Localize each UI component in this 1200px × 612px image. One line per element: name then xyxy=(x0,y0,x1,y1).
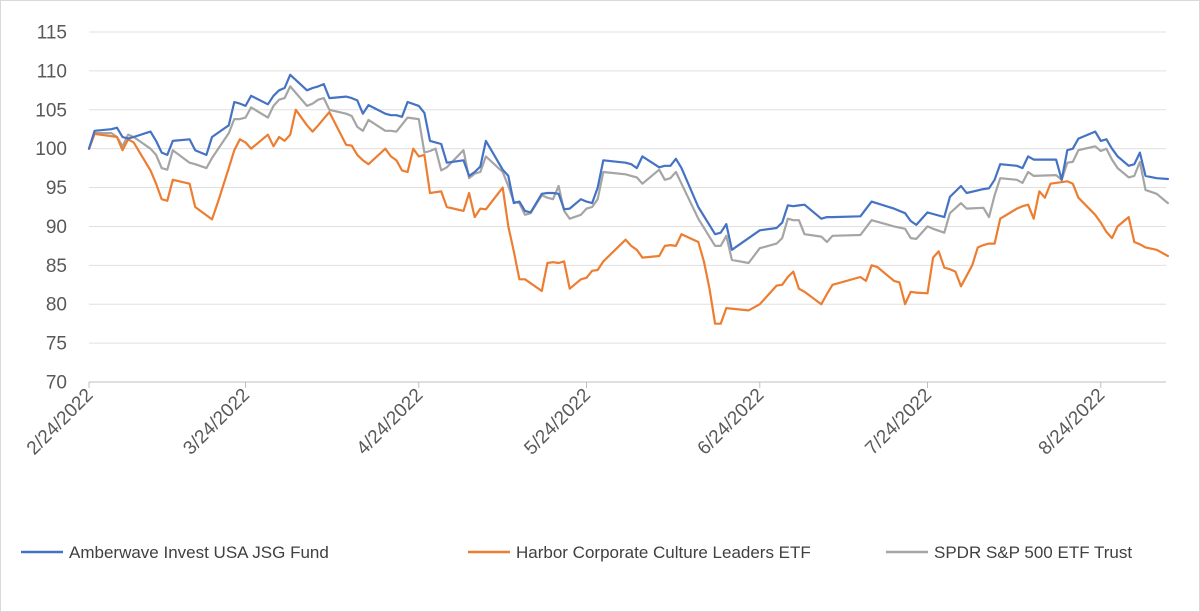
y-tick-label: 95 xyxy=(46,178,67,199)
y-tick-label: 85 xyxy=(46,256,67,277)
y-tick-label: 75 xyxy=(46,334,67,355)
x-tick-label: 3/24/2022 xyxy=(179,385,254,460)
series-line-3 xyxy=(87,85,1170,265)
legend-label: Harbor Corporate Culture Leaders ETF xyxy=(516,543,811,562)
legend: Amberwave Invest USA JSG Fund Harbor Corp… xyxy=(21,543,1132,562)
legend-label: Amberwave Invest USA JSG Fund xyxy=(69,543,329,562)
x-axis xyxy=(88,381,1166,388)
y-tick-label: 80 xyxy=(46,295,67,316)
x-tick-label: 5/24/2022 xyxy=(520,385,595,460)
x-tick-label: 6/24/2022 xyxy=(694,385,769,460)
x-tick-label: 8/24/2022 xyxy=(1035,385,1110,460)
x-tick-label: 4/24/2022 xyxy=(353,385,428,460)
gridlines xyxy=(89,31,1166,344)
plot-series xyxy=(87,73,1170,325)
x-tick-label: 2/24/2022 xyxy=(23,385,98,460)
series-line-1 xyxy=(87,73,1170,251)
x-tick-label: 7/24/2022 xyxy=(861,385,936,460)
legend-label: SPDR S&P 500 ETF Trust xyxy=(934,543,1132,562)
y-tick-label: 115 xyxy=(37,23,67,44)
y-tick-label: 90 xyxy=(46,217,67,238)
y-axis-tick-labels: 70 75 80 85 90 95 100 105 110 115 xyxy=(35,23,67,394)
y-tick-label: 110 xyxy=(37,61,67,82)
series-line-2 xyxy=(87,108,1170,325)
y-tick-label: 100 xyxy=(35,139,67,160)
y-tick-label: 105 xyxy=(35,100,67,121)
y-tick-label: 70 xyxy=(46,373,67,394)
x-axis-tick-labels: 2/24/2022 3/24/2022 4/24/2022 5/24/2022 6/24… xyxy=(23,385,1109,460)
